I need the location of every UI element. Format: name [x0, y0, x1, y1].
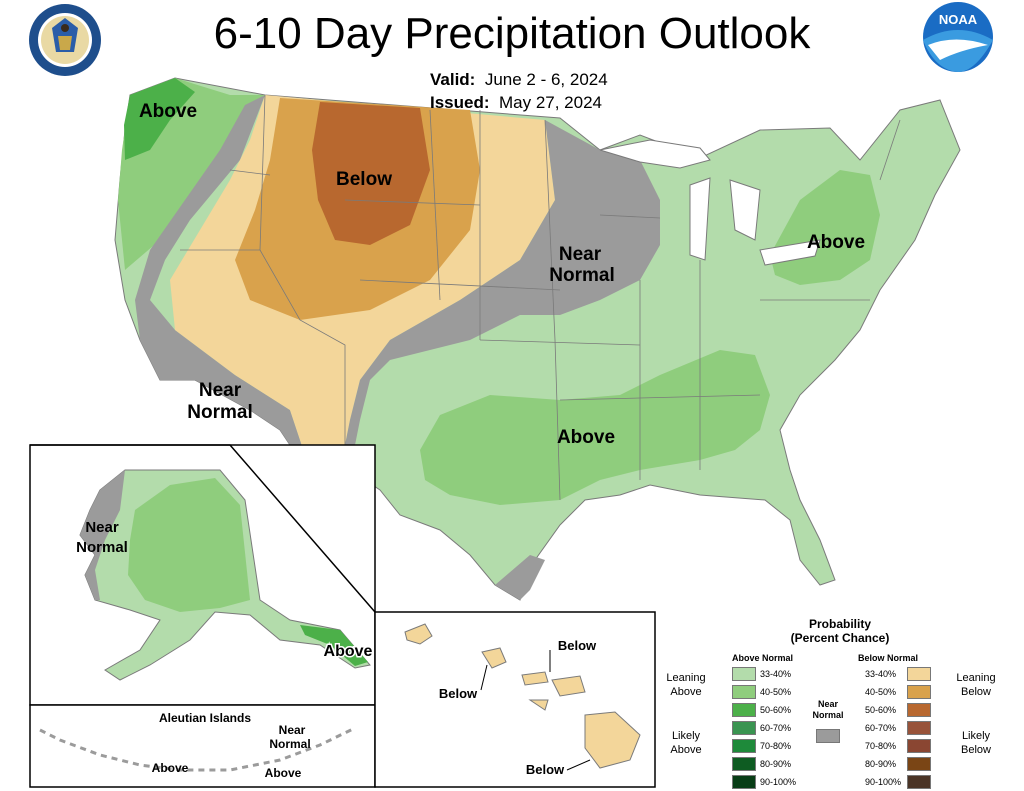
above-range-label: 50-60%	[760, 705, 792, 715]
below-swatch	[907, 685, 931, 699]
above-swatch	[732, 739, 756, 753]
above-range-label: 70-80%	[760, 741, 792, 751]
alaska-near-label: Near	[85, 519, 119, 536]
midwest-near-label: Near	[559, 244, 602, 265]
legend: Probability (Percent Chance) Above Norma…	[660, 617, 1020, 791]
aleutian-normal-label: Normal	[269, 737, 310, 751]
below-swatch	[907, 703, 931, 717]
southwest-near-label: Near	[199, 380, 242, 401]
below-range-label: 70-80%	[865, 741, 897, 751]
alaska-above-region	[128, 478, 250, 612]
leaning-above-label: Leaning Above	[666, 672, 706, 698]
above-range-label: 80-90%	[760, 759, 792, 769]
above-swatch	[732, 685, 756, 699]
below-range-label: 90-100%	[865, 777, 902, 787]
valid-label: Valid:	[430, 70, 476, 89]
state-lines	[180, 94, 901, 501]
likely-below-label: Likely Below	[961, 730, 991, 756]
above-normal-header: Above Normal	[732, 653, 794, 663]
above-range-label: 90-100%	[760, 777, 797, 787]
southwest-normal-label: Normal	[187, 402, 252, 423]
west-near-normal-region	[135, 95, 310, 470]
northeast-above-label: Above	[807, 232, 865, 253]
commerce-seal-icon	[29, 4, 101, 76]
below-normal-header: Below Normal	[858, 653, 919, 663]
above-swatch	[732, 757, 756, 771]
below-range-label: 40-50%	[865, 687, 897, 697]
below-swatch	[907, 775, 931, 789]
above-swatch	[732, 703, 756, 717]
below-swatch	[907, 721, 931, 735]
near-normal-label: Near Normal	[812, 699, 844, 720]
leaning-below-label: Leaning Below	[956, 672, 996, 698]
noaa-logo-icon: NOAA	[923, 2, 993, 72]
hawaii-islands	[404, 623, 641, 769]
south-above-region	[420, 350, 770, 505]
valid-value: June 2 - 6, 2024	[484, 70, 608, 89]
page-title: 6-10 Day Precipitation Outlook	[213, 9, 811, 58]
alaska-se-likely-region	[300, 625, 368, 666]
above-range-label: 40-50%	[760, 687, 792, 697]
below-swatch	[907, 667, 931, 681]
above-swatch	[732, 721, 756, 735]
great-lakes	[599, 139, 821, 266]
above-swatch	[732, 667, 756, 681]
midwest-normal-label: Normal	[549, 265, 614, 286]
below-range-label: 80-90%	[865, 759, 897, 769]
hawaii-below-label-1: Below	[558, 638, 597, 653]
alaska-normal-label: Normal	[76, 539, 128, 556]
hawaii-below-label-2: Below	[439, 686, 478, 701]
hawaii-below-label-3: Below	[526, 762, 565, 777]
below-range-label: 60-70%	[865, 723, 897, 733]
issued-label: Issued:	[430, 93, 490, 112]
aleutian-above-label-2: Above	[265, 766, 302, 780]
below-range-label: 50-60%	[865, 705, 897, 715]
below-swatch	[907, 739, 931, 753]
north-below-core-region	[312, 102, 430, 245]
aleutian-above-label-1: Above	[152, 761, 189, 775]
aleutian-title: Aleutian Islands	[159, 711, 251, 725]
south-above-label: Above	[557, 427, 615, 448]
legend-title-line2: (Percent Chance)	[790, 631, 890, 645]
pnw-above-label: Above	[139, 101, 197, 122]
issued-date: Issued: May 27, 2024	[430, 93, 602, 113]
below-swatch	[907, 757, 931, 771]
alaska-near-normal-region	[80, 470, 125, 600]
alaska-above-label: Above	[324, 643, 373, 660]
issued-value: May 27, 2024	[498, 93, 602, 112]
north-below-label: Below	[336, 169, 392, 190]
pnw-likely-region	[124, 78, 195, 160]
valid-dates: Valid: June 2 - 6, 2024	[430, 70, 608, 90]
above-range-label: 60-70%	[760, 723, 792, 733]
above-swatch	[732, 775, 756, 789]
likely-above-label: Likely Above	[670, 730, 702, 756]
legend-title: Probability (Percent Chance)	[760, 617, 920, 645]
texas-near-normal-region	[495, 555, 545, 600]
legend-title-line1: Probability	[808, 617, 871, 631]
above-range-label: 33-40%	[760, 669, 792, 679]
below-range-label: 33-40%	[865, 669, 897, 679]
near-normal-swatch	[816, 729, 840, 743]
aleutian-near-label: Near	[279, 723, 306, 737]
svg-text:NOAA: NOAA	[939, 12, 978, 27]
midwest-near-normal-region	[340, 120, 660, 470]
